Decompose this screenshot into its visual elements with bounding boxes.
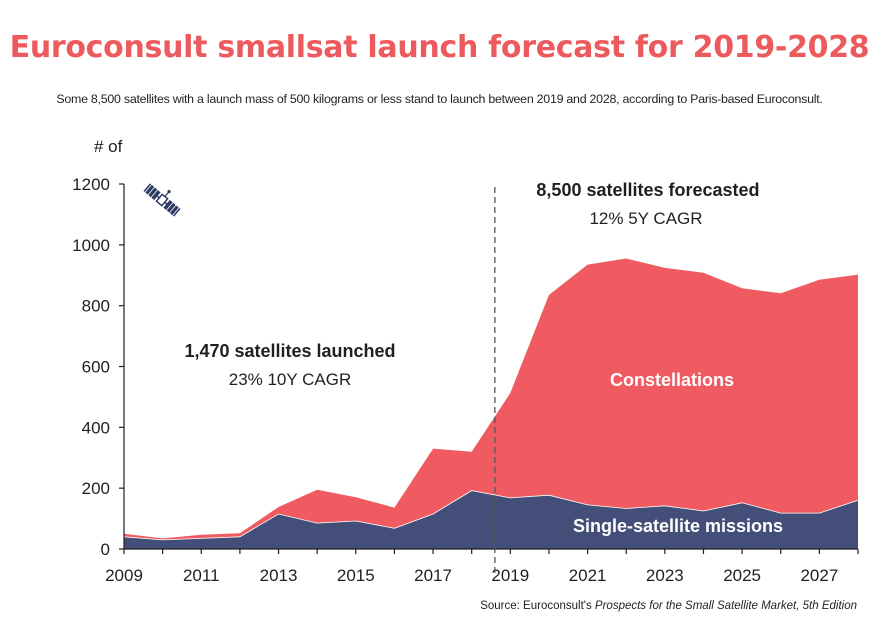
constellations-area (124, 258, 858, 540)
x-tick-label: 2015 (337, 566, 375, 585)
x-tick-label: 2017 (414, 566, 452, 585)
constellations-series-label: Constellations (610, 370, 734, 390)
chart-areas (123, 258, 859, 549)
y-tick-label: 1200 (72, 175, 110, 194)
page-title: Euroconsult smallsat launch forecast for… (9, 30, 870, 65)
y-ticks: 0 200 400 600 800 1000 1200 (72, 175, 124, 559)
forecast-annotation-title: 8,500 satellites forecasted (536, 180, 759, 200)
x-tick-label: 2027 (800, 566, 838, 585)
y-tick-label: 200 (82, 479, 110, 498)
single-satellite-area (124, 490, 858, 549)
x-tick-label: 2009 (105, 566, 143, 585)
x-tick-label: 2021 (569, 566, 607, 585)
source-title: Prospects for the Small Satellite Market… (594, 600, 857, 612)
x-tick-label: 2019 (491, 566, 529, 585)
y-tick-label: 400 (82, 418, 110, 437)
x-ticks: 2009 2011 2013 2015 2017 2019 2021 2023 2025 2027 (105, 549, 859, 585)
satellite-icon (143, 183, 181, 217)
y-tick-label: 0 (101, 540, 110, 559)
x-tick-label: 2013 (260, 566, 298, 585)
y-tick-label: 800 (82, 297, 110, 316)
series-boundary-line (123, 490, 859, 541)
source-prefix: Source: Euroconsult's (480, 600, 595, 612)
y-tick-label: 600 (82, 358, 110, 377)
x-tick-label: 2023 (646, 566, 684, 585)
x-tick-label: 2011 (183, 566, 220, 585)
forecast-annotation-cagr: 12% 5Y CAGR (589, 209, 702, 228)
x-tick-label: 2025 (723, 566, 761, 585)
y-axis-label: # of (94, 137, 123, 156)
y-tick-label: 1000 (72, 236, 110, 255)
page-subtitle: Some 8,500 satellites with a launch mass… (56, 92, 823, 106)
historic-annotation-cagr: 23% 10Y CAGR (229, 370, 352, 389)
source-note: Source: Euroconsult's Prospects for the … (480, 600, 857, 612)
historic-annotation-title: 1,470 satellites launched (184, 341, 395, 361)
single-satellite-series-label: Single-satellite missions (573, 516, 783, 536)
